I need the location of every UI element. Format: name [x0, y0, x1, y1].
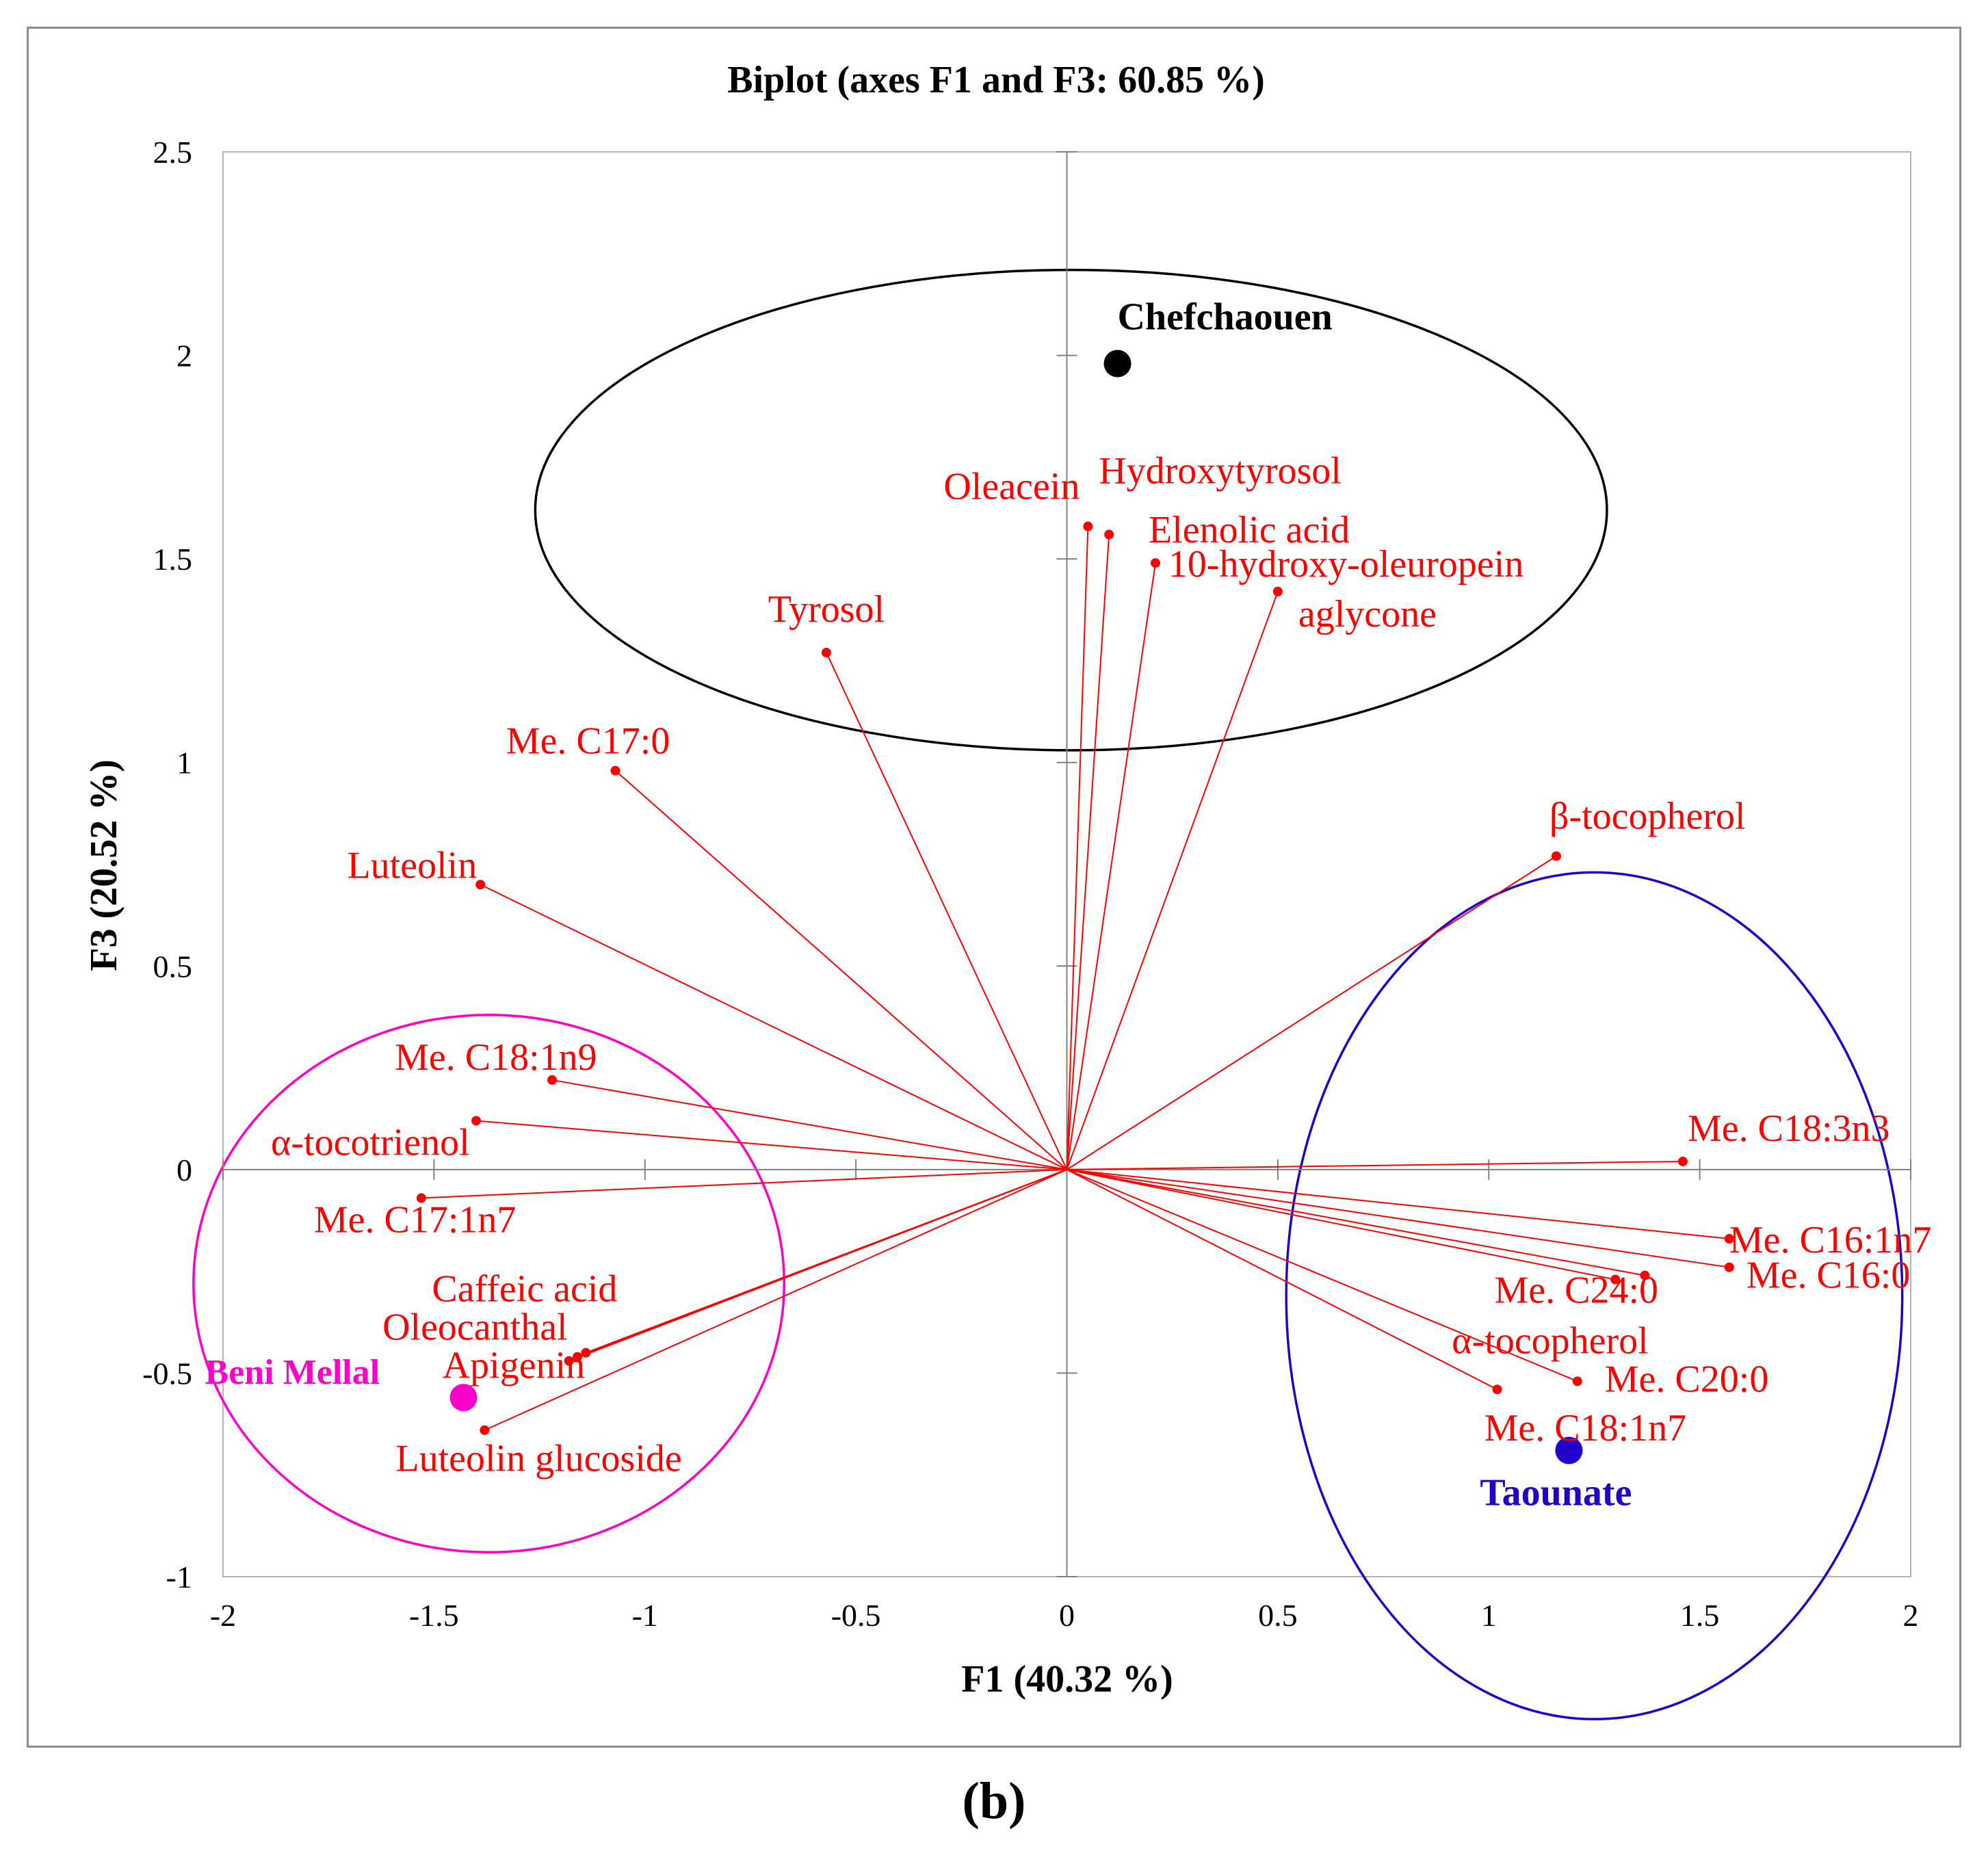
variable-label: Apigenin	[443, 1345, 585, 1387]
variable-label: Luteolin glucoside	[395, 1438, 681, 1480]
observation-points	[449, 350, 1583, 1464]
loading-vector	[1067, 1168, 1645, 1276]
observation-label: Chefchaouen	[1118, 295, 1333, 338]
loading-vector	[1067, 1168, 1729, 1240]
x-tick-label: 0.5	[1258, 1598, 1298, 1633]
panel-label: (b)	[962, 1772, 1026, 1830]
x-tick-label: 2	[1903, 1598, 1919, 1633]
variable-point	[475, 880, 486, 890]
y-tick-label: 1.5	[153, 542, 193, 577]
variable-label: Me. C20:0	[1605, 1358, 1769, 1400]
variable-label: Oleacein	[943, 466, 1080, 508]
x-tick-label: 1.5	[1680, 1598, 1720, 1633]
loading-vector	[1066, 562, 1157, 1170]
variable-point	[1151, 558, 1161, 568]
loading-vector	[551, 1079, 1067, 1170]
loading-vector	[484, 1168, 1067, 1431]
variable-label: Elenolic acid	[1149, 509, 1350, 551]
variable-point	[416, 1193, 426, 1203]
group-ellipse	[1285, 871, 1904, 1721]
loading-vector	[614, 770, 1068, 1170]
observation-point	[1555, 1436, 1583, 1464]
variable-point	[1104, 529, 1114, 540]
variable-point	[547, 1075, 558, 1085]
variable-point	[1724, 1234, 1734, 1244]
y-tick-label: 2	[176, 339, 192, 373]
variable-point	[1272, 586, 1283, 596]
observation-point	[449, 1384, 478, 1412]
loading-vector	[1067, 1168, 1578, 1382]
y-tick-label: -0.5	[142, 1356, 192, 1391]
variable-label: Me. C17:0	[506, 720, 670, 763]
observation-label: Beni Mellal	[205, 1353, 380, 1392]
variable-point	[1083, 521, 1093, 531]
variable-label: α-tocotrienol	[271, 1121, 470, 1164]
variable-point	[1640, 1270, 1650, 1280]
variable-label: Oleocanthal	[382, 1306, 568, 1349]
y-tick-label: 0	[176, 1153, 192, 1187]
variable-point	[1677, 1156, 1688, 1166]
loading-vector	[1066, 534, 1110, 1170]
variable-label: Me. C17:1n7	[314, 1199, 516, 1241]
loading-vector	[1066, 855, 1557, 1170]
group-ellipse	[192, 1013, 786, 1554]
variable-label: α-tocopherol	[1452, 1320, 1648, 1363]
loading-vector	[1067, 1160, 1683, 1170]
variable-point	[1724, 1262, 1734, 1272]
axes: -2 -1.5 -1 -0.5 0 0.5 1 1.5 2 -1 -0.5 0 0.5 1 1.5 2 2.5	[142, 135, 1918, 1633]
loading-vector	[475, 1120, 1067, 1170]
y-tick-label: 1	[176, 746, 192, 780]
y-tick-label: 2.5	[153, 135, 193, 170]
x-axis-title: F1 (40.32 %)	[961, 1658, 1173, 1700]
loading-vector	[1067, 1168, 1616, 1280]
loading-vector	[1067, 1168, 1729, 1268]
loading-vector	[1067, 1168, 1498, 1391]
variable-point	[564, 1356, 574, 1366]
variable-label: Caffeic acid	[432, 1268, 617, 1311]
variable-label: Me. C18:1n9	[395, 1036, 597, 1079]
loading-vector	[568, 1168, 1067, 1362]
variable-point	[480, 1425, 490, 1435]
text-labels: Hydroxytyrosol Oleacein Elenolic acid10-hy…	[205, 295, 1932, 1514]
variable-label: β-tocopherol	[1549, 796, 1746, 838]
x-tick-label: 0	[1059, 1598, 1075, 1633]
variable-label: 10-hydroxy-oleuropein aglycone	[1168, 543, 1523, 635]
y-axis-title: F3 (20.52 %)	[83, 759, 125, 971]
loading-vector	[1066, 591, 1279, 1170]
variable-label: Me. C18:1n7	[1485, 1407, 1687, 1449]
variable-point	[1551, 851, 1561, 861]
variable-label: Me. C18:3n3	[1688, 1107, 1890, 1150]
x-tick-label: -0.5	[831, 1598, 881, 1633]
figure-frame	[27, 27, 1961, 1748]
loading-vector	[480, 884, 1067, 1170]
loading-vector	[421, 1168, 1067, 1199]
variable-label: Tyrosol	[768, 588, 885, 631]
chart-title: Biplot (axes F1 and F3: 60.85 %)	[727, 59, 1265, 101]
x-tick-label: -1.5	[409, 1598, 459, 1633]
x-tick-label: 1	[1481, 1598, 1497, 1633]
observation-label: Taounate	[1480, 1472, 1632, 1514]
variable-label: Luteolin	[347, 844, 477, 886]
observation-point	[1103, 350, 1132, 378]
variable-label: Me. C24:0	[1494, 1270, 1658, 1312]
y-tick-label: -1	[166, 1560, 192, 1594]
loading-vector	[826, 652, 1068, 1170]
variable-label: Me. C16:0	[1747, 1254, 1911, 1297]
biplot-chart: Biplot (axes F1 and F3: 60.85 %) -2 -1.5-…	[83, 59, 1932, 1721]
y-tick-label: 0.5	[153, 949, 193, 984]
variable-point	[610, 765, 620, 776]
variable-label: Me. C16:1n7	[1729, 1219, 1932, 1261]
group-ellipses	[192, 268, 1904, 1721]
variable-point	[1610, 1274, 1621, 1285]
loading-vector	[1066, 526, 1089, 1170]
variable-point	[1492, 1384, 1502, 1395]
variable-label: Hydroxytyrosol	[1099, 449, 1342, 492]
variable-point	[471, 1116, 482, 1126]
x-tick-label: -2	[210, 1598, 236, 1633]
variable-point	[1572, 1376, 1582, 1387]
group-ellipse	[534, 268, 1608, 752]
x-tick-label: -1	[632, 1598, 658, 1633]
variable-vectors	[416, 521, 1734, 1435]
variable-point	[821, 648, 831, 658]
